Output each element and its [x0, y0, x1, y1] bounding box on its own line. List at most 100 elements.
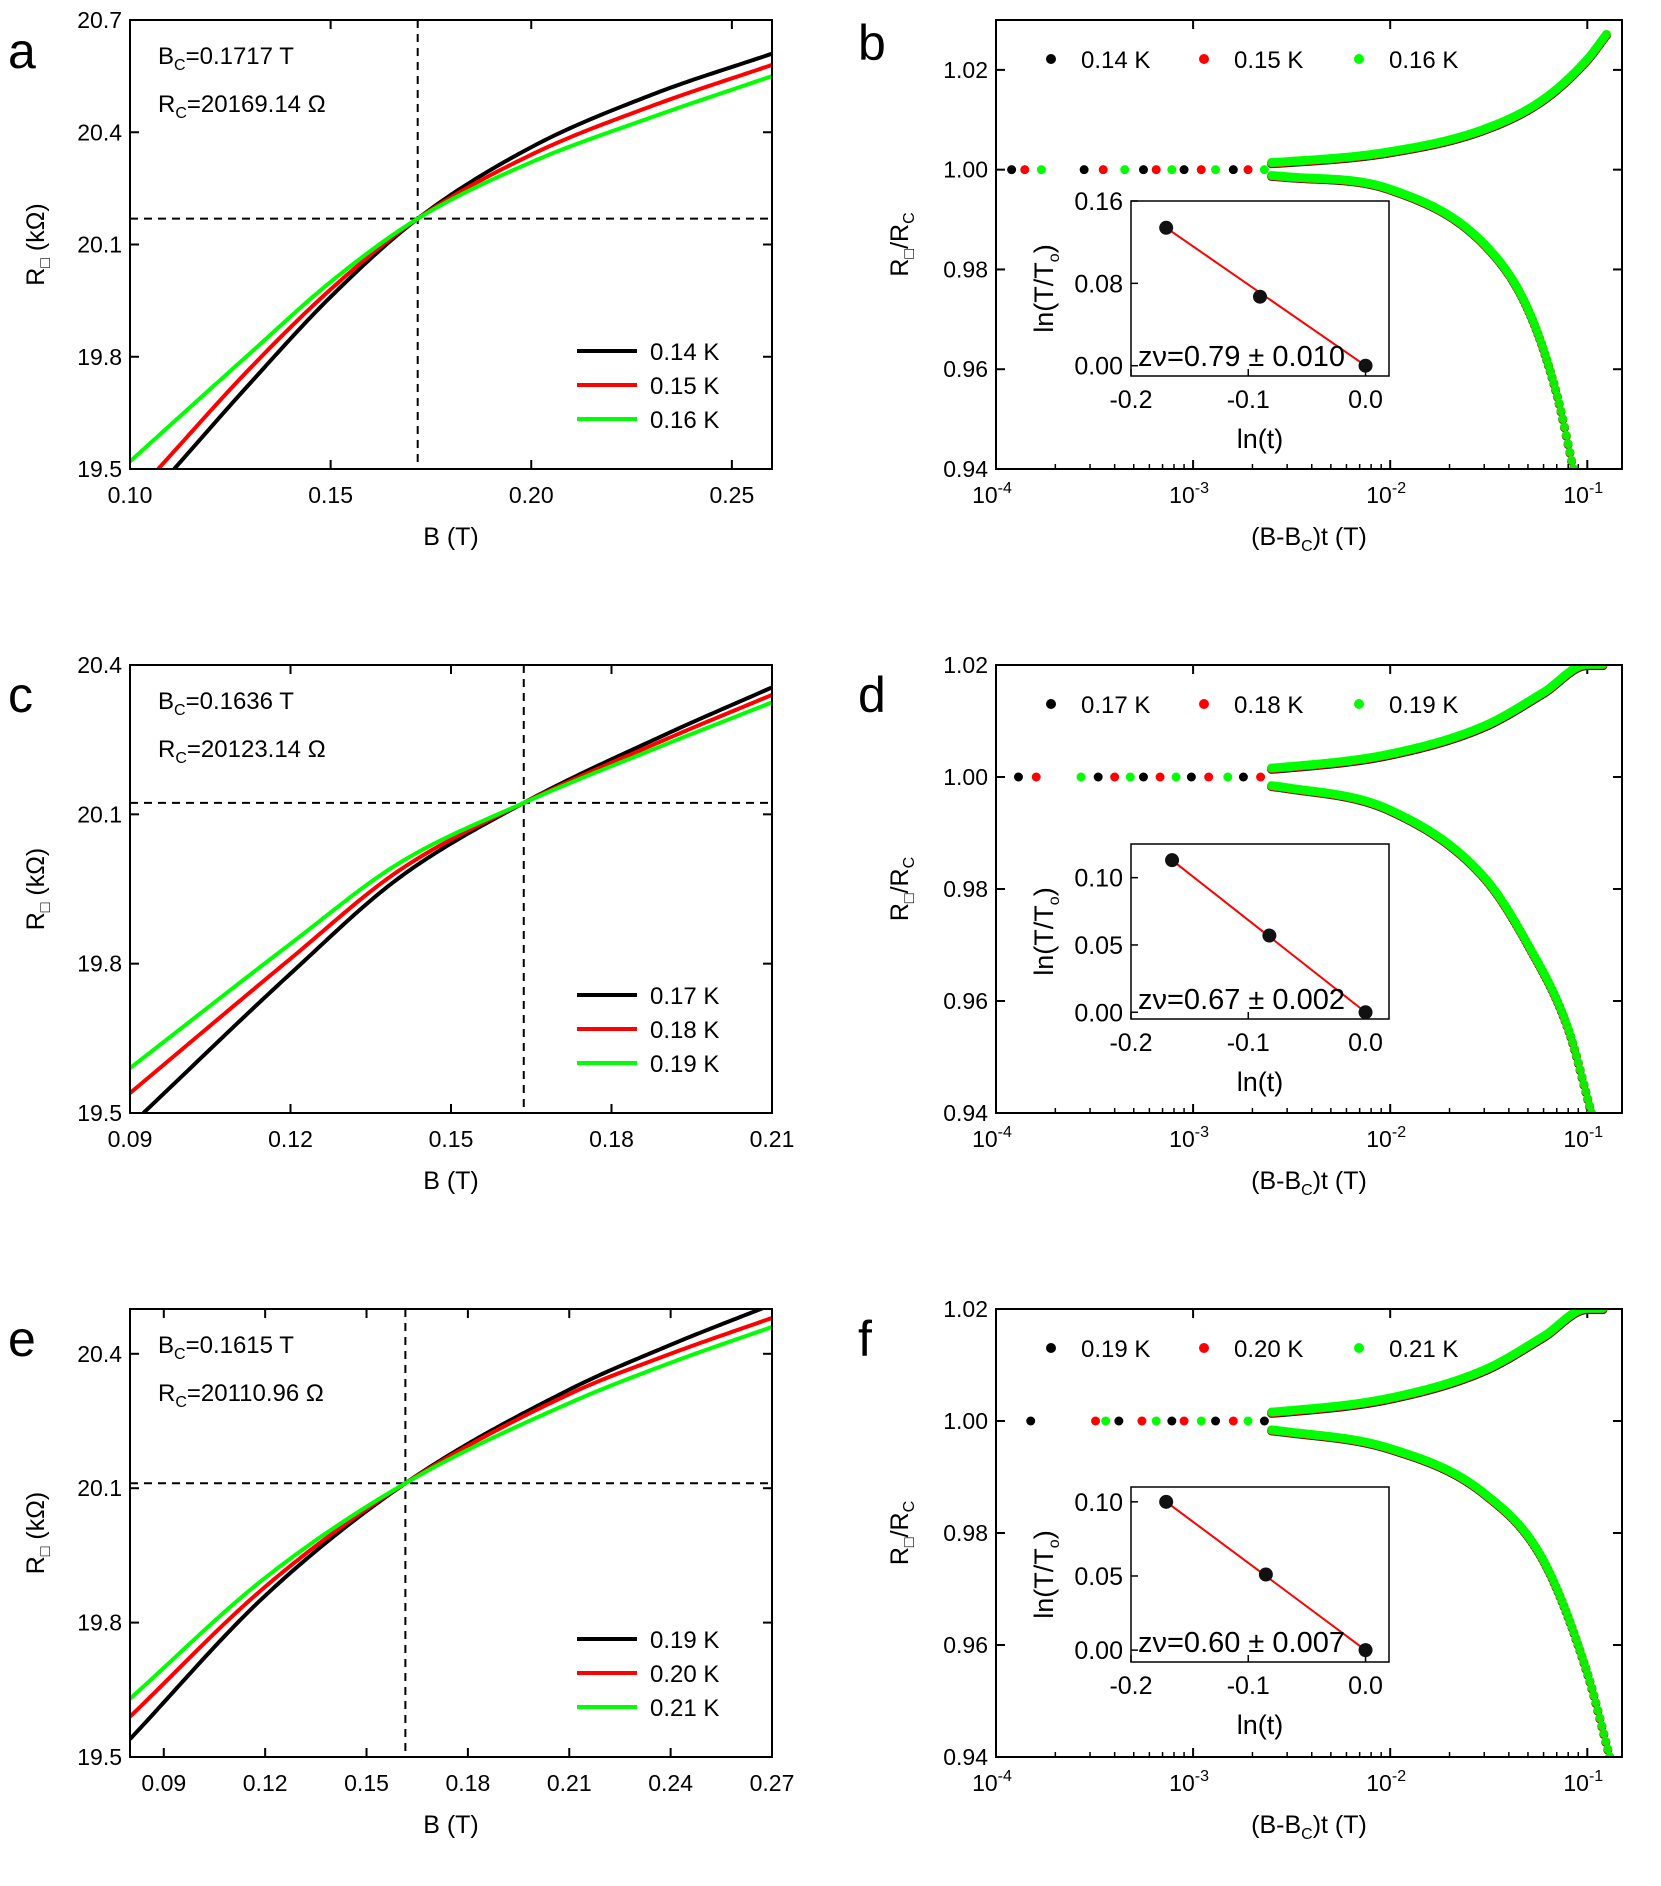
data-point-lower: [1571, 1051, 1581, 1061]
scatter-points-b: [1007, 29, 1611, 469]
x-tick-label: 0.27: [750, 1770, 795, 1796]
inset-point: [1358, 1005, 1373, 1020]
y-axis-d: 0.94 0.96 0.98 1.00 1.02: [943, 652, 1622, 1126]
plot-area-e: [130, 1309, 772, 1757]
y-tick-label: 0.98: [943, 876, 988, 902]
x-tick-label: 0.15: [308, 482, 353, 508]
panel-c: c 0.09 0.12 0.15 0.18 0.21 19.5 19.8 20.1 20.4 B (…: [8, 652, 794, 1195]
y-label-part: (kΩ): [22, 203, 50, 258]
panel-b: b10-4 10-3 10-2 10-10.940.960.981.001.02(B-…: [858, 15, 1623, 555]
plot-frame: [129, 19, 773, 470]
data-point-flat: [1125, 772, 1135, 782]
plot-area-a: [130, 20, 772, 469]
legend-label: 0.19 K: [650, 1627, 719, 1654]
annotation-rc: RC=20169.14 Ω: [158, 91, 326, 122]
ann-sub: C: [175, 105, 187, 122]
inset-y-tick-label: 0.10: [1074, 1489, 1123, 1517]
data-point-lower: [1552, 391, 1562, 401]
x-tick-exponent: -1: [1589, 480, 1603, 497]
legend-marker: [1354, 699, 1364, 709]
inset-fit-text: zν=0.60 ± 0.007: [1138, 1627, 1345, 1659]
x-tick-label: 0.15: [344, 1770, 389, 1796]
x-axis-a: 0.10 0.15 0.20 0.25: [108, 20, 754, 508]
y-label-base: R: [22, 912, 50, 930]
data-point-flat: [1151, 165, 1161, 175]
x-axis-label: (B-BC)t (T): [1251, 1811, 1367, 1843]
data-point-flat: [1079, 165, 1089, 175]
y-label-base: R: [22, 268, 50, 286]
x-tick-label: 10-3: [1169, 480, 1209, 508]
inset-y-part: ): [1029, 244, 1059, 253]
y-tick-label: 0.98: [943, 1520, 988, 1546]
legend-label: 0.19 K: [1081, 1336, 1150, 1363]
x-tick-label: 0.09: [141, 1770, 186, 1796]
data-point-flat: [1076, 772, 1086, 782]
legend-c: 0.17 K 0.18 K 0.19 K: [577, 983, 719, 1078]
inset-y-label: ln(T/To): [1029, 1530, 1063, 1618]
y-tick-label: 19.5: [77, 456, 122, 482]
curve-0.15-K: [156, 63, 772, 469]
x-tick-base: 10: [972, 482, 998, 508]
data-point-flat: [1211, 165, 1221, 175]
legend-label: 0.20 K: [650, 1661, 719, 1688]
data-point-flat: [1093, 772, 1103, 782]
plot-frame: [129, 1308, 773, 1758]
x-tick-base: 10: [1169, 1126, 1195, 1152]
x-tick-exponent: -1: [1589, 1768, 1603, 1785]
x-tick-exponent: -2: [1392, 480, 1406, 497]
x-tick-exponent: -3: [1195, 480, 1209, 497]
legend-f: 0.19 K 0.20 K 0.21 K: [1046, 1336, 1458, 1363]
ann-base: B: [158, 43, 174, 70]
x-tick-label: 0.20: [509, 482, 554, 508]
inset-y-tick-label: 0.05: [1074, 932, 1123, 960]
ann-base: R: [158, 91, 175, 118]
y-tick-label: 19.8: [77, 1610, 122, 1636]
inset-x-tick-label: -0.1: [1227, 386, 1270, 414]
inset-point: [1159, 1494, 1174, 1509]
legend-label: 0.14 K: [650, 339, 719, 366]
data-point-flat: [1155, 772, 1165, 782]
x-axis-c: 0.09 0.12 0.15 0.18 0.21: [108, 665, 794, 1152]
y-tick-label: 1.00: [943, 764, 988, 790]
plot-frame: [995, 1308, 1623, 1758]
y-label-sub: □: [37, 902, 54, 912]
data-point-flat: [1211, 1416, 1221, 1426]
inset-x-label: ln(t): [1237, 1067, 1284, 1097]
y-label-base: R: [22, 1556, 50, 1574]
legend-label: 0.16 K: [1389, 47, 1458, 74]
inset-y-part: ): [1029, 1530, 1059, 1539]
curve-0.19-K: [130, 700, 772, 1070]
x-tick-base: 10: [1366, 482, 1392, 508]
data-point-lower: [1593, 1705, 1603, 1715]
data-point-flat: [1179, 165, 1189, 175]
data-point-lower: [1585, 1676, 1595, 1686]
inset-point: [1262, 928, 1277, 943]
inset-frame: [1130, 843, 1390, 1020]
x-tick-base: 10: [1169, 482, 1195, 508]
inset-x-tick-label: 0.0: [1348, 1672, 1383, 1700]
y-axis-b: 0.94 0.96 0.98 1.00 1.02: [943, 57, 1622, 482]
y-tick-label: 20.7: [77, 7, 122, 33]
y-tick-label: 20.4: [77, 119, 122, 145]
y-axis-label: R□/RC: [886, 857, 918, 921]
legend-label: 0.20 K: [1234, 1336, 1303, 1363]
inset-y-label: ln(T/To): [1029, 244, 1063, 332]
y-label-part: /R: [886, 1512, 914, 1537]
ann-value: =0.1636 T: [186, 688, 295, 715]
data-point-flat: [1138, 772, 1148, 782]
y-tick-label: 19.5: [77, 1100, 122, 1126]
data-point-flat: [1101, 1416, 1111, 1426]
y-label-sub: □: [901, 1537, 918, 1547]
x-tick-label: 0.24: [648, 1770, 693, 1796]
scatter-points-d: [1013, 665, 1608, 1113]
inset-y-part: ln(T/T: [1029, 1548, 1059, 1619]
inset-x-tick-label: -0.1: [1227, 1672, 1270, 1700]
data-point-flat: [1020, 165, 1030, 175]
x-tick-label: 10-1: [1563, 1768, 1603, 1796]
x-axis-label: B (T): [423, 1167, 479, 1195]
y-label-sub: □: [901, 249, 918, 259]
x-tick-exponent: -2: [1392, 1768, 1406, 1785]
data-point-lower: [1591, 1697, 1601, 1707]
x-label-sub: C: [1301, 1182, 1313, 1199]
